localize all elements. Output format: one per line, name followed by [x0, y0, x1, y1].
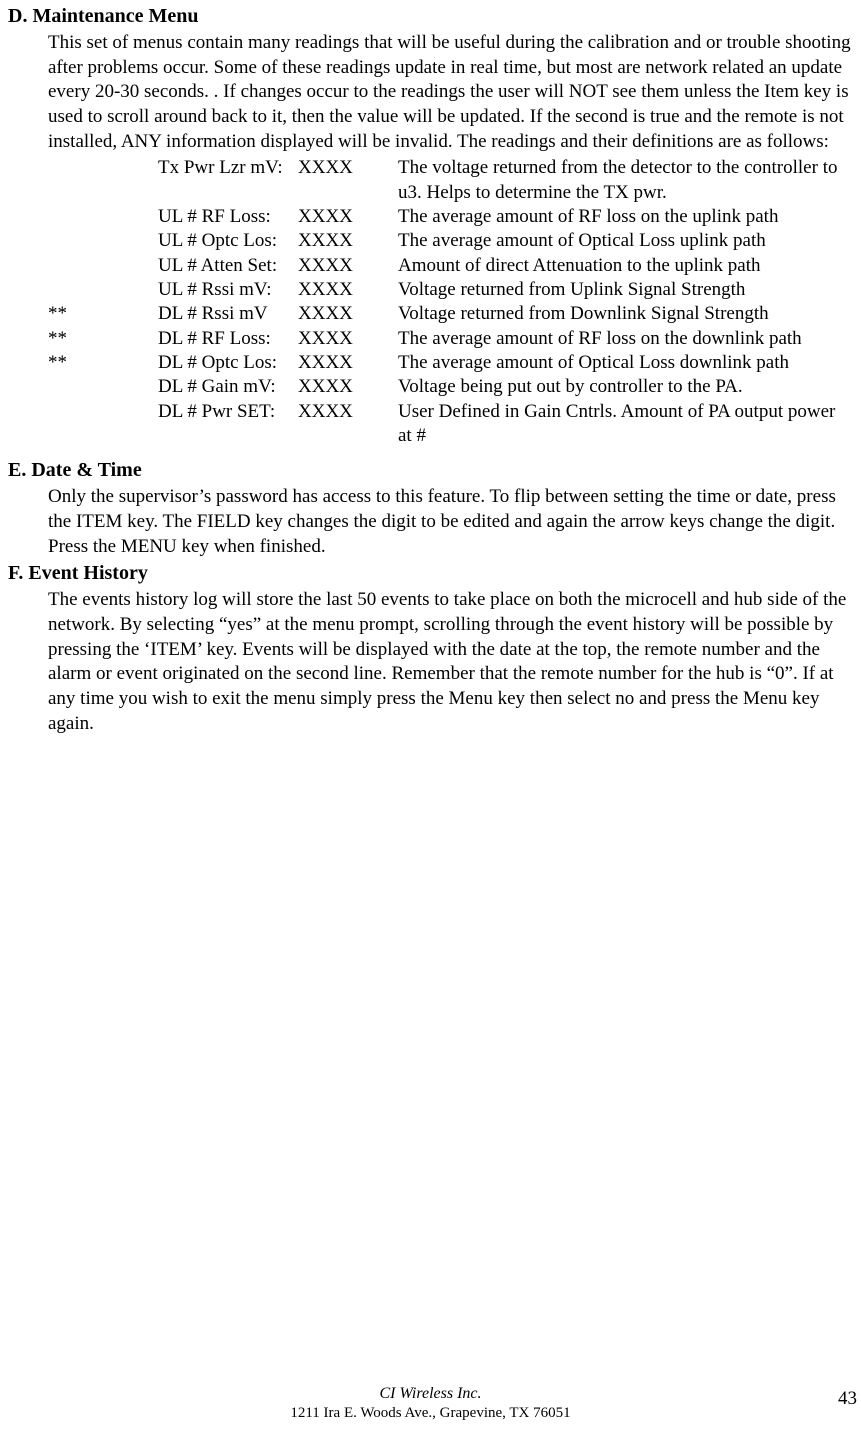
- table-cell-value: XXXX: [298, 156, 398, 180]
- table-cell-description: The average amount of RF loss on the upl…: [398, 205, 853, 229]
- table-cell-description: The voltage returned from the detector t…: [398, 156, 853, 205]
- table-cell-description: The average amount of Optical Loss uplin…: [398, 229, 853, 253]
- table-row: DL # Pwr SET:XXXXUser Defined in Gain Cn…: [48, 400, 853, 449]
- table-cell-value: XXXX: [298, 400, 398, 424]
- paragraph-datetime: Only the supervisor’s password has acces…: [48, 485, 853, 559]
- table-cell-description: Voltage returned from Downlink Signal St…: [398, 302, 853, 326]
- table-cell-value: XXXX: [298, 375, 398, 399]
- paragraph-eventhistory: The events history log will store the la…: [48, 588, 853, 736]
- table-row: **DL # Rssi mVXXXXVoltage returned from …: [48, 302, 853, 326]
- table-cell-description: Voltage returned from Uplink Signal Stre…: [398, 278, 853, 302]
- table-cell-description: Voltage being put out by controller to t…: [398, 375, 853, 399]
- table-cell-label: DL # Gain mV:: [158, 375, 298, 399]
- paragraph-maintenance: This set of menus contain many readings …: [48, 31, 853, 154]
- table-cell-label: Tx Pwr Lzr mV:: [158, 156, 298, 180]
- table-cell-value: XXXX: [298, 302, 398, 326]
- table-cell-label: UL # Atten Set:: [158, 254, 298, 278]
- section-maintenance: D. Maintenance Menu This set of menus co…: [8, 4, 853, 448]
- table-cell-value: XXXX: [298, 205, 398, 229]
- table-cell-label: DL # RF Loss:: [158, 327, 298, 351]
- table-cell-label: UL # Optc Los:: [158, 229, 298, 253]
- table-cell-label: UL # RF Loss:: [158, 205, 298, 229]
- table-row: UL # Rssi mV:XXXXVoltage returned from U…: [48, 278, 853, 302]
- section-heading-datetime: E. Date & Time: [8, 458, 853, 483]
- table-row: **DL # Optc Los:XXXXThe average amount o…: [48, 351, 853, 375]
- page-number: 43: [838, 1387, 857, 1411]
- table-cell-value: XXXX: [298, 327, 398, 351]
- page-footer: CI Wireless Inc. 1211 Ira E. Woods Ave.,…: [0, 1384, 861, 1423]
- table-cell-value: XXXX: [298, 229, 398, 253]
- table-row: UL # Atten Set:XXXXAmount of direct Atte…: [48, 254, 853, 278]
- table-cell-label: DL # Pwr SET:: [158, 400, 298, 424]
- table-cell-label: DL # Optc Los:: [158, 351, 298, 375]
- footer-company-name: CI Wireless Inc.: [0, 1384, 861, 1404]
- table-cell-description: Amount of direct Attenuation to the upli…: [398, 254, 853, 278]
- table-row: **DL # RF Loss:XXXXThe average amount of…: [48, 327, 853, 351]
- table-cell-mark: **: [48, 351, 158, 375]
- section-heading-maintenance: D. Maintenance Menu: [8, 4, 853, 29]
- table-row: Tx Pwr Lzr mV:XXXXThe voltage returned f…: [48, 156, 853, 205]
- table-cell-value: XXXX: [298, 254, 398, 278]
- table-row: UL # RF Loss:XXXXThe average amount of R…: [48, 205, 853, 229]
- table-cell-mark: **: [48, 327, 158, 351]
- table-cell-description: The average amount of RF loss on the dow…: [398, 327, 853, 351]
- table-row: UL # Optc Los:XXXXThe average amount of …: [48, 229, 853, 253]
- table-row: DL # Gain mV:XXXXVoltage being put out b…: [48, 375, 853, 399]
- table-cell-description: User Defined in Gain Cntrls. Amount of P…: [398, 400, 853, 449]
- section-heading-eventhistory: F. Event History: [8, 561, 853, 586]
- footer-address: 1211 Ira E. Woods Ave., Grapevine, TX 76…: [0, 1404, 861, 1423]
- table-cell-value: XXXX: [298, 278, 398, 302]
- maintenance-readings-table: Tx Pwr Lzr mV:XXXXThe voltage returned f…: [48, 156, 853, 448]
- section-eventhistory: F. Event History The events history log …: [8, 561, 853, 736]
- table-cell-label: UL # Rssi mV:: [158, 278, 298, 302]
- table-cell-label: DL # Rssi mV: [158, 302, 298, 326]
- table-cell-description: The average amount of Optical Loss downl…: [398, 351, 853, 375]
- table-cell-value: XXXX: [298, 351, 398, 375]
- section-datetime: E. Date & Time Only the supervisor’s pas…: [8, 458, 853, 559]
- table-cell-mark: **: [48, 302, 158, 326]
